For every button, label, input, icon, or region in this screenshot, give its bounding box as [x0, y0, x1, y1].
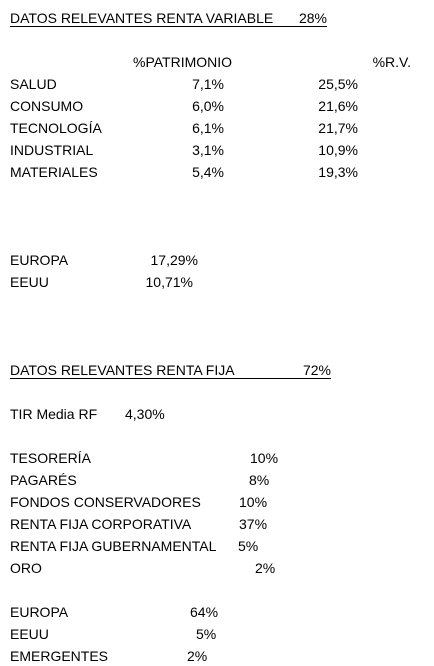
row-value: 10,9%: [318, 142, 358, 158]
section-title: DATOS RELEVANTES RENTA VARIABLE: [10, 10, 274, 26]
row-label: TESORERÍA: [10, 450, 91, 466]
row-label: PAGARÉS: [10, 472, 77, 488]
underline: [10, 26, 327, 27]
row-value: 2%: [255, 560, 276, 576]
row-value: 3,1%: [192, 142, 224, 158]
row-value: 19,3%: [318, 164, 358, 180]
tir-label: TIR Media RF: [10, 406, 98, 422]
row-value: 10%: [250, 450, 279, 466]
row-value: 21,7%: [318, 120, 358, 136]
row-label: SALUD: [10, 76, 57, 92]
region-label: EMERGENTES: [10, 648, 109, 664]
row-value: 25,5%: [318, 76, 358, 92]
tir-value: 4,30%: [125, 406, 165, 422]
row-label: INDUSTRIAL: [10, 142, 94, 158]
region-value: 2%: [187, 648, 208, 664]
row-label: MATERIALES: [10, 164, 98, 180]
row-value: 21,6%: [318, 98, 358, 114]
column-header: %PATRIMONIO: [133, 54, 233, 70]
row-value: 6,0%: [192, 98, 224, 114]
row-label: CONSUMO: [10, 98, 84, 114]
region-value: 10,71%: [145, 274, 193, 290]
region-value: 17,29%: [150, 252, 198, 268]
row-value: 10%: [239, 494, 268, 510]
column-header: %R.V.: [372, 54, 411, 70]
row-value: 5,4%: [192, 164, 224, 180]
row-label: RENTA FIJA GUBERNAMENTAL: [10, 538, 217, 554]
row-value: 8%: [249, 472, 270, 488]
region-label: EUROPA: [10, 604, 69, 620]
section-value: 72%: [302, 362, 331, 378]
row-value: 6,1%: [192, 120, 224, 136]
section-value: 28%: [298, 10, 327, 26]
section-title: DATOS RELEVANTES RENTA FIJA: [10, 362, 235, 378]
row-label: RENTA FIJA CORPORATIVA: [10, 516, 192, 532]
row-label: TECNOLOGÍA: [10, 120, 102, 136]
row-label: ORO: [10, 560, 42, 576]
row-value: 7,1%: [192, 76, 224, 92]
region-value: 64%: [190, 604, 219, 620]
underline: [10, 378, 331, 379]
row-label: FONDOS CONSERVADORES: [10, 494, 201, 510]
region-label: EEUU: [10, 274, 49, 290]
region-label: EEUU: [10, 626, 49, 642]
region-label: EUROPA: [10, 252, 69, 268]
row-value: 37%: [239, 516, 268, 532]
row-value: 5%: [238, 538, 259, 554]
region-value: 5%: [196, 626, 217, 642]
